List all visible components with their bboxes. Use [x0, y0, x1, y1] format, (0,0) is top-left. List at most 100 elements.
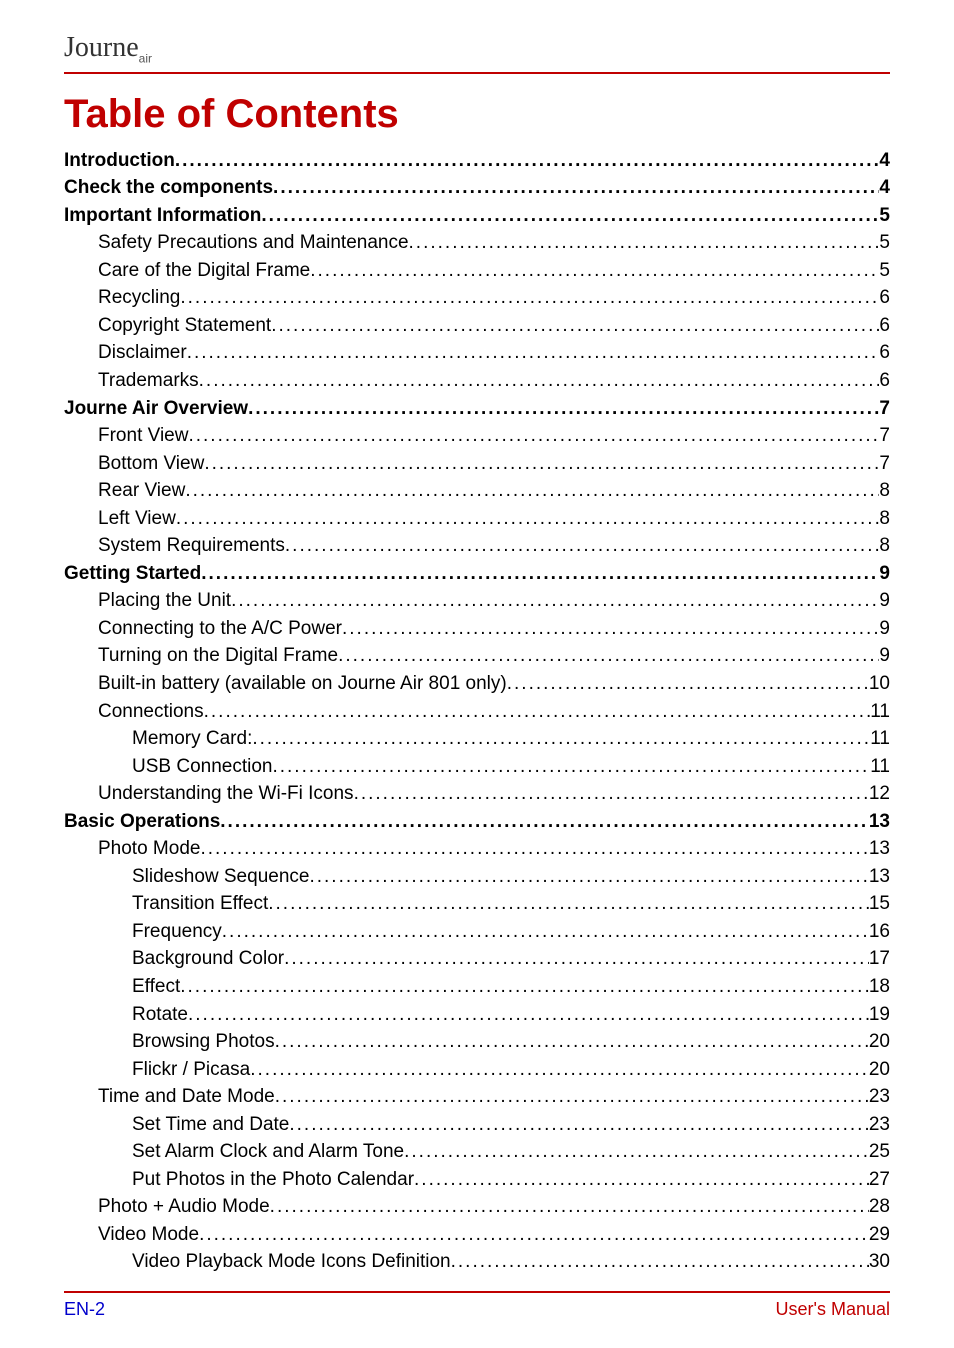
- toc-entry-label: Introduction: [64, 147, 175, 175]
- toc-entry-label: Copyright Statement: [98, 312, 271, 340]
- toc-leader-dots: [338, 642, 879, 670]
- brand-logo: Journeair: [64, 32, 890, 72]
- toc-entry-page: 4: [879, 147, 890, 175]
- toc-entry-page: 7: [879, 395, 890, 423]
- toc-row[interactable]: Placing the Unit9: [64, 587, 890, 615]
- page-footer: EN-2 User's Manual: [64, 1291, 890, 1320]
- toc-row[interactable]: Getting Started9: [64, 560, 890, 588]
- toc-leader-dots: [252, 725, 870, 753]
- toc-leader-dots: [270, 1193, 869, 1221]
- toc-leader-dots: [272, 753, 870, 781]
- toc-leader-dots: [180, 284, 879, 312]
- brand-logo-sub: air: [139, 52, 152, 66]
- toc-row[interactable]: Understanding the Wi-Fi Icons12: [64, 780, 890, 808]
- toc-entry-page: 15: [869, 890, 890, 918]
- toc-leader-dots: [289, 1111, 868, 1139]
- toc-row[interactable]: Rear View8: [64, 477, 890, 505]
- toc-row[interactable]: USB Connection 11: [64, 753, 890, 781]
- toc-row[interactable]: Introduction 4: [64, 147, 890, 175]
- toc-entry-label: Basic Operations: [64, 808, 220, 836]
- toc-row[interactable]: Important Information5: [64, 202, 890, 230]
- toc-leader-dots: [222, 918, 869, 946]
- toc-entry-label: Trademarks: [98, 367, 199, 395]
- toc-leader-dots: [201, 560, 879, 588]
- toc-entry-page: 28: [869, 1193, 890, 1221]
- toc-row[interactable]: Frequency16: [64, 918, 890, 946]
- toc-entry-label: Check the components: [64, 174, 273, 202]
- toc-entry-page: 29: [869, 1221, 890, 1249]
- footer-manual-label: User's Manual: [776, 1299, 890, 1320]
- toc-row[interactable]: Front View 7: [64, 422, 890, 450]
- toc-leader-dots: [188, 1001, 869, 1029]
- toc-row[interactable]: Video Playback Mode Icons Definition30: [64, 1248, 890, 1276]
- toc-row[interactable]: Set Time and Date23: [64, 1111, 890, 1139]
- toc-row[interactable]: Put Photos in the Photo Calendar27: [64, 1166, 890, 1194]
- toc-leader-dots: [342, 615, 879, 643]
- toc-row[interactable]: Copyright Statement6: [64, 312, 890, 340]
- toc-row[interactable]: Browsing Photos20: [64, 1028, 890, 1056]
- toc-entry-page: 4: [879, 174, 890, 202]
- toc-row[interactable]: Trademarks 6: [64, 367, 890, 395]
- toc-row[interactable]: Photo Mode13: [64, 835, 890, 863]
- toc-row[interactable]: Photo + Audio Mode 28: [64, 1193, 890, 1221]
- toc-entry-page: 6: [879, 367, 890, 395]
- toc-entry-page: 11: [870, 753, 890, 781]
- toc-row[interactable]: Basic Operations13: [64, 808, 890, 836]
- toc-row[interactable]: Journe Air Overview7: [64, 395, 890, 423]
- toc-row[interactable]: Video Mode29: [64, 1221, 890, 1249]
- toc-entry-page: 8: [879, 532, 890, 560]
- toc-entry-label: Front View: [98, 422, 188, 450]
- toc-leader-dots: [284, 945, 869, 973]
- toc-entry-label: Left View: [98, 505, 176, 533]
- toc-entry-page: 9: [879, 587, 890, 615]
- toc-row[interactable]: Safety Precautions and Maintenance5: [64, 229, 890, 257]
- toc-row[interactable]: Rotate19: [64, 1001, 890, 1029]
- toc-entry-page: 11: [870, 698, 890, 726]
- toc-entry-page: 27: [869, 1166, 890, 1194]
- toc-entry-label: Memory Card:: [132, 725, 252, 753]
- toc-leader-dots: [309, 863, 868, 891]
- toc-row[interactable]: Recycling6: [64, 284, 890, 312]
- toc-entry-page: 8: [879, 477, 890, 505]
- toc-row[interactable]: Disclaimer6: [64, 339, 890, 367]
- toc-leader-dots: [188, 422, 879, 450]
- toc-row[interactable]: Set Alarm Clock and Alarm Tone25: [64, 1138, 890, 1166]
- toc-row[interactable]: Built-in battery (available on Journe Ai…: [64, 670, 890, 698]
- toc-entry-label: USB Connection: [132, 753, 272, 781]
- footer-divider: [64, 1291, 890, 1293]
- toc-entry-label: Disclaimer: [98, 339, 187, 367]
- toc-entry-page: 20: [869, 1056, 890, 1084]
- toc-row[interactable]: Bottom View7: [64, 450, 890, 478]
- toc-row[interactable]: Care of the Digital Frame5: [64, 257, 890, 285]
- toc-row[interactable]: Transition Effect15: [64, 890, 890, 918]
- toc-entry-label: Frequency: [132, 918, 222, 946]
- toc-row[interactable]: Turning on the Digital Frame9: [64, 642, 890, 670]
- toc-entry-label: Safety Precautions and Maintenance: [98, 229, 409, 257]
- toc-leader-dots: [354, 780, 869, 808]
- toc-entry-label: Important Information: [64, 202, 261, 230]
- toc-entry-page: 7: [879, 422, 890, 450]
- header-divider: [64, 72, 890, 74]
- toc-row[interactable]: Time and Date Mode23: [64, 1083, 890, 1111]
- toc-entry-label: Understanding the Wi-Fi Icons: [98, 780, 354, 808]
- toc-row[interactable]: Memory Card:11: [64, 725, 890, 753]
- toc-row[interactable]: Left View 8: [64, 505, 890, 533]
- toc-row[interactable]: Effect18: [64, 973, 890, 1001]
- toc-row[interactable]: Flickr / Picasa 20: [64, 1056, 890, 1084]
- toc-leader-dots: [275, 1028, 869, 1056]
- toc-row[interactable]: Check the components 4: [64, 174, 890, 202]
- toc-entry-label: Photo + Audio Mode: [98, 1193, 270, 1221]
- toc-entry-label: Browsing Photos: [132, 1028, 275, 1056]
- toc-entry-page: 10: [869, 670, 890, 698]
- toc-entry-page: 7: [879, 450, 890, 478]
- toc-row[interactable]: Connections11: [64, 698, 890, 726]
- toc-row[interactable]: Connecting to the A/C Power9: [64, 615, 890, 643]
- toc-row[interactable]: Background Color17: [64, 945, 890, 973]
- toc-leader-dots: [220, 808, 869, 836]
- toc-row[interactable]: System Requirements8: [64, 532, 890, 560]
- toc-entry-page: 8: [879, 505, 890, 533]
- toc-row[interactable]: Slideshow Sequence13: [64, 863, 890, 891]
- toc-leader-dots: [310, 257, 879, 285]
- toc-entry-label: Flickr / Picasa: [132, 1056, 250, 1084]
- toc-entry-page: 5: [879, 257, 890, 285]
